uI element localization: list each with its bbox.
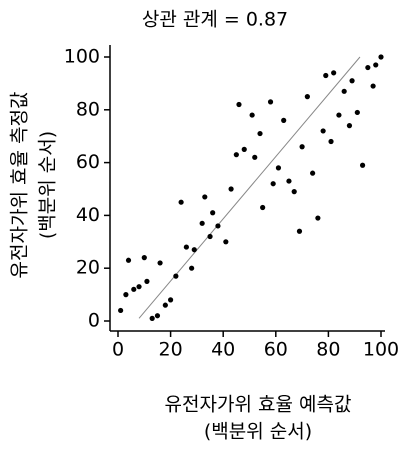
- point: [359, 162, 366, 168]
- point: [223, 239, 229, 245]
- point: [157, 260, 163, 266]
- point: [267, 99, 274, 105]
- point: [378, 54, 384, 60]
- point: [349, 78, 355, 84]
- point: [257, 130, 263, 137]
- point: [178, 199, 184, 205]
- y-tick-label: 100: [64, 46, 100, 68]
- x-tick-label: 20: [159, 339, 183, 361]
- point: [228, 186, 234, 192]
- y-tick-label: 20: [76, 257, 100, 279]
- point: [233, 152, 239, 158]
- point: [210, 210, 216, 216]
- point: [191, 247, 197, 253]
- point: [310, 170, 316, 176]
- point: [270, 181, 276, 187]
- y-tick-label: 60: [76, 151, 100, 173]
- point: [370, 83, 376, 89]
- y-tick-label: 40: [76, 204, 100, 226]
- point: [336, 112, 342, 118]
- point: [183, 244, 189, 250]
- x-tick-label: 40: [211, 339, 235, 361]
- point: [149, 315, 155, 321]
- point: [168, 297, 174, 303]
- point: [118, 307, 124, 314]
- chart-title: 상관 관계 = 0.87: [142, 9, 288, 31]
- point: [207, 233, 213, 240]
- point: [252, 154, 258, 160]
- y-axis-label: 유전자가위 효율 측정값: [9, 92, 31, 279]
- y-tick-label: 80: [76, 98, 100, 120]
- point: [162, 302, 168, 308]
- point: [236, 101, 242, 108]
- y-axis-label: (백분위 순서): [37, 131, 59, 239]
- point: [189, 265, 195, 271]
- y-tick-label: 0: [88, 310, 100, 332]
- fit-line: [138, 56, 361, 319]
- point: [354, 109, 360, 116]
- point: [304, 94, 310, 100]
- point: [141, 255, 147, 261]
- x-axis-label: 유전자가위 효율 예측값: [165, 394, 352, 416]
- point: [315, 215, 321, 221]
- point: [365, 64, 371, 71]
- point: [275, 165, 282, 171]
- x-tick-label: 80: [316, 339, 340, 361]
- point: [173, 273, 179, 279]
- point: [144, 278, 150, 284]
- point: [323, 72, 329, 79]
- point: [296, 228, 303, 234]
- point: [341, 88, 347, 94]
- point: [373, 62, 379, 68]
- point: [249, 112, 255, 118]
- point: [241, 146, 247, 152]
- point: [202, 194, 208, 200]
- point: [328, 138, 334, 145]
- x-tick-label: 60: [264, 339, 288, 361]
- point: [215, 223, 221, 229]
- point: [331, 70, 337, 76]
- point: [346, 123, 353, 129]
- point: [125, 257, 132, 263]
- point: [131, 286, 137, 292]
- point: [281, 117, 287, 123]
- point: [320, 128, 326, 134]
- x-tick-label: 100: [363, 339, 399, 361]
- point: [286, 178, 292, 184]
- x-tick-label: 0: [112, 339, 124, 361]
- point: [123, 292, 129, 298]
- point: [154, 313, 161, 319]
- point: [291, 189, 297, 195]
- point: [199, 220, 205, 226]
- point: [260, 204, 266, 211]
- point: [299, 144, 305, 150]
- x-axis-label: (백분위 순서): [204, 421, 312, 443]
- point: [136, 284, 142, 290]
